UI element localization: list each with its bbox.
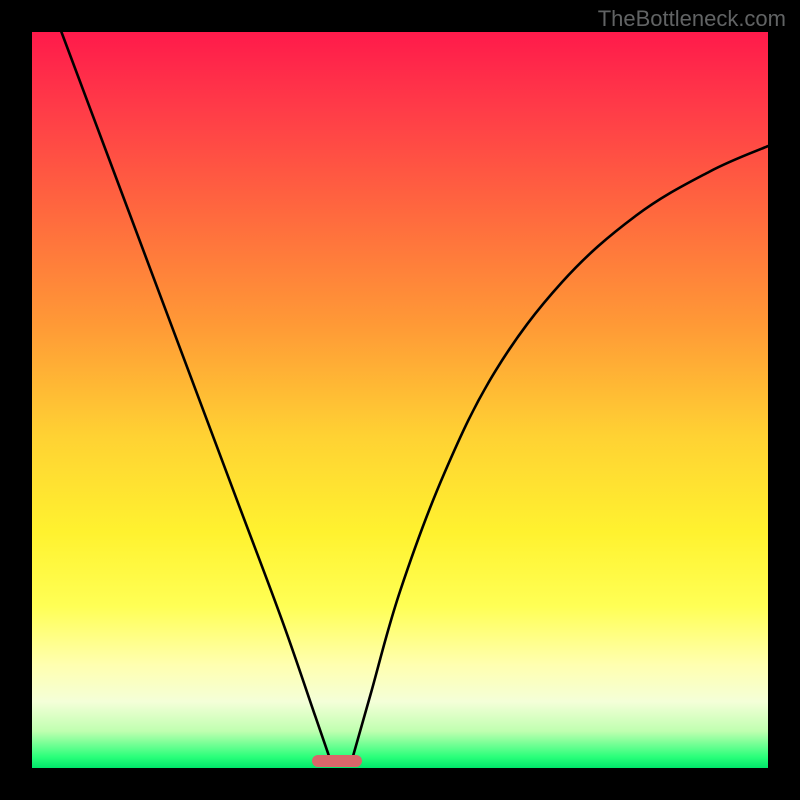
left-branch-curve (61, 32, 330, 759)
plot-area (32, 32, 768, 768)
bottleneck-curve (32, 32, 768, 768)
watermark-text: TheBottleneck.com (598, 6, 786, 32)
right-branch-curve (352, 146, 768, 759)
bottleneck-marker (312, 755, 362, 767)
